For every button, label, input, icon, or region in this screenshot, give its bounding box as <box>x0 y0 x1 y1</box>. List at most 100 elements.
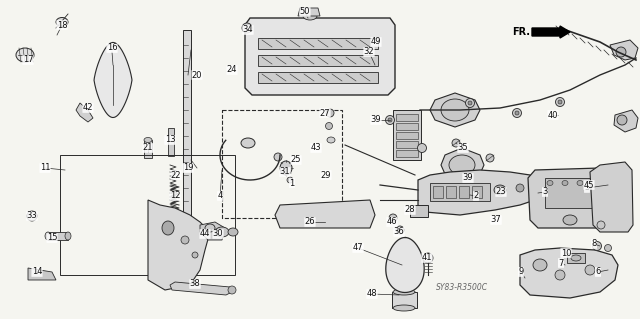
Text: 13: 13 <box>164 136 175 145</box>
Bar <box>393 110 421 160</box>
Ellipse shape <box>555 270 565 280</box>
Text: 44: 44 <box>200 229 211 239</box>
Ellipse shape <box>533 259 547 271</box>
Bar <box>545 178 595 208</box>
Text: 25: 25 <box>291 155 301 165</box>
Ellipse shape <box>465 99 474 108</box>
Ellipse shape <box>326 109 334 117</box>
Ellipse shape <box>441 99 469 121</box>
Text: 46: 46 <box>387 218 397 226</box>
Ellipse shape <box>287 177 293 183</box>
Text: 2: 2 <box>474 191 479 201</box>
Text: 33: 33 <box>27 211 37 220</box>
Ellipse shape <box>393 289 415 295</box>
Polygon shape <box>614 110 638 132</box>
Ellipse shape <box>241 138 255 148</box>
Polygon shape <box>441 148 484 180</box>
Text: 4: 4 <box>218 191 223 201</box>
Text: 15: 15 <box>47 234 57 242</box>
Text: 19: 19 <box>183 164 193 173</box>
Text: 18: 18 <box>57 20 67 29</box>
Text: 39: 39 <box>371 115 381 124</box>
Polygon shape <box>275 200 375 228</box>
Text: 43: 43 <box>310 144 321 152</box>
Bar <box>396 123 418 130</box>
Bar <box>396 150 418 157</box>
Polygon shape <box>148 200 210 290</box>
Text: 30: 30 <box>212 229 223 239</box>
Ellipse shape <box>396 226 404 234</box>
Ellipse shape <box>562 181 568 186</box>
Ellipse shape <box>563 215 577 225</box>
Text: 42: 42 <box>83 103 93 113</box>
Text: 36: 36 <box>394 227 404 236</box>
Bar <box>446 186 456 198</box>
Ellipse shape <box>45 232 51 240</box>
Ellipse shape <box>605 244 611 251</box>
Bar <box>48 232 68 240</box>
Ellipse shape <box>144 137 152 143</box>
Text: 24: 24 <box>227 65 237 75</box>
Polygon shape <box>94 42 132 117</box>
Text: 34: 34 <box>243 26 253 34</box>
Ellipse shape <box>556 98 564 107</box>
Text: 8: 8 <box>591 240 596 249</box>
Ellipse shape <box>417 144 426 152</box>
Text: 41: 41 <box>422 254 432 263</box>
Ellipse shape <box>393 305 415 311</box>
Ellipse shape <box>452 139 460 147</box>
Text: 21: 21 <box>143 144 153 152</box>
Text: 20: 20 <box>192 70 202 79</box>
Ellipse shape <box>280 161 292 175</box>
Ellipse shape <box>228 228 238 236</box>
Ellipse shape <box>597 221 605 229</box>
Bar <box>222 110 342 218</box>
Ellipse shape <box>449 155 475 175</box>
Ellipse shape <box>585 175 599 189</box>
Polygon shape <box>520 248 618 298</box>
Ellipse shape <box>513 108 522 117</box>
Ellipse shape <box>593 241 602 250</box>
Bar <box>258 72 378 83</box>
Bar <box>410 205 428 217</box>
Text: 7: 7 <box>558 258 564 268</box>
Text: 47: 47 <box>353 243 364 253</box>
Ellipse shape <box>242 23 252 33</box>
Ellipse shape <box>592 181 598 186</box>
Text: 16: 16 <box>107 43 117 53</box>
Bar <box>183 30 191 290</box>
Text: 37: 37 <box>491 216 501 225</box>
Ellipse shape <box>205 224 215 232</box>
Ellipse shape <box>65 232 71 240</box>
Ellipse shape <box>326 122 333 130</box>
Text: 39: 39 <box>463 174 474 182</box>
Ellipse shape <box>181 236 189 244</box>
Text: 26: 26 <box>305 218 316 226</box>
Text: 45: 45 <box>584 181 595 189</box>
Ellipse shape <box>617 115 627 125</box>
Ellipse shape <box>616 47 626 57</box>
Ellipse shape <box>494 185 506 195</box>
Text: 11: 11 <box>40 164 51 173</box>
Ellipse shape <box>388 118 392 122</box>
Text: 22: 22 <box>171 170 181 180</box>
Polygon shape <box>430 93 480 127</box>
Ellipse shape <box>327 137 335 143</box>
Text: 14: 14 <box>32 268 42 277</box>
Text: 6: 6 <box>595 268 601 277</box>
Text: 32: 32 <box>364 48 374 56</box>
Text: 17: 17 <box>22 56 33 64</box>
Text: 50: 50 <box>300 8 310 17</box>
Text: 49: 49 <box>371 38 381 47</box>
Text: 40: 40 <box>548 110 558 120</box>
Bar <box>392 292 417 308</box>
Text: 27: 27 <box>320 108 330 117</box>
Ellipse shape <box>516 184 524 192</box>
Text: 10: 10 <box>561 249 572 257</box>
Ellipse shape <box>577 181 583 186</box>
Ellipse shape <box>547 181 553 186</box>
Text: 23: 23 <box>496 188 506 197</box>
Ellipse shape <box>228 286 236 294</box>
Text: 9: 9 <box>518 268 524 277</box>
Bar <box>396 141 418 148</box>
